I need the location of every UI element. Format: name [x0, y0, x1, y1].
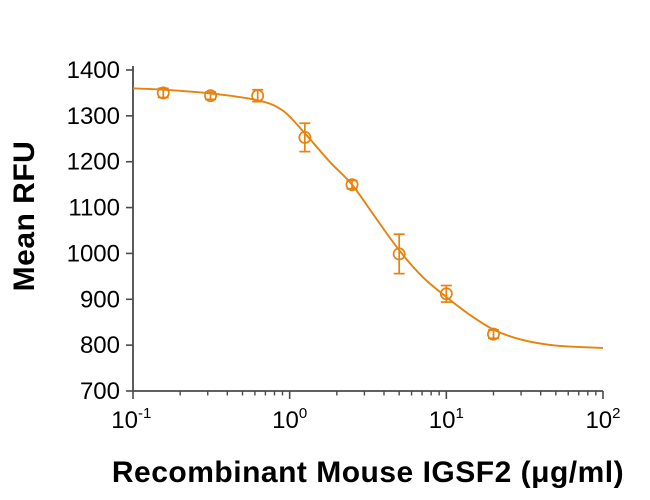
data-point-marker [156, 86, 170, 100]
data-point-marker [487, 327, 500, 341]
fit-curve [132, 87, 604, 349]
y-tick-label: 800 [80, 332, 120, 359]
data-point-marker [439, 287, 453, 301]
x-tick-label: 101 [429, 405, 464, 434]
y-tick-label: 1200 [67, 149, 120, 176]
x-tick-label: 10-1 [111, 405, 151, 434]
data-point-marker [204, 89, 217, 103]
x-tick-label: 102 [585, 405, 620, 434]
y-tick-label: 900 [80, 286, 120, 313]
y-tick-label: 700 [80, 378, 120, 405]
y-axis-title: Mean RFU [8, 141, 41, 292]
data-point-marker [392, 247, 406, 261]
data-point-marker [251, 89, 265, 103]
data-point-marker [298, 130, 312, 144]
x-axis-title: Recombinant Mouse IGSF2 (μg/ml) [112, 456, 624, 489]
y-tick-label: 1300 [67, 103, 120, 130]
data-point-marker [345, 178, 359, 192]
plot-area: 700 800 900 1000 1100 1200 1300 1400 10-1 100 101 1… [67, 57, 621, 434]
y-tick-label: 1000 [67, 240, 120, 267]
y-tick-label: 1100 [68, 195, 120, 222]
x-tick-label: 100 [272, 405, 307, 434]
y-tick-label: 1400 [67, 57, 120, 84]
